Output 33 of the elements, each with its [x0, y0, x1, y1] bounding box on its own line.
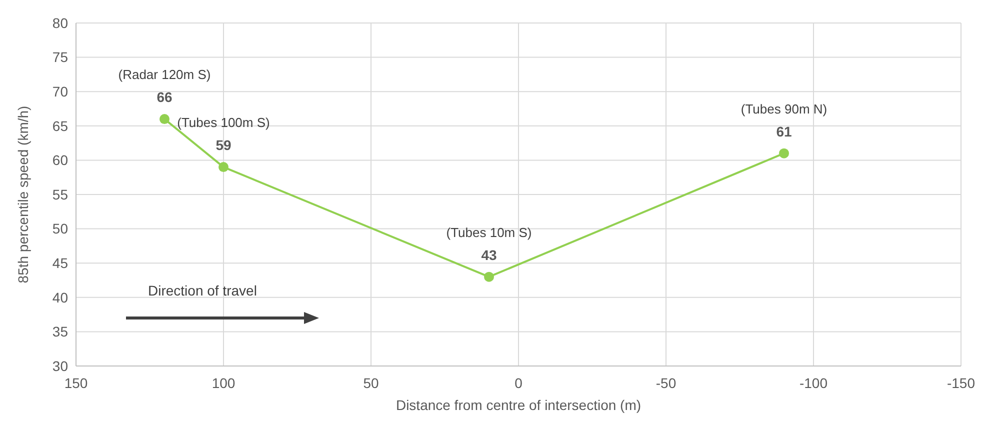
x-axis-title: Distance from centre of intersection (m)	[396, 397, 642, 413]
point	[779, 148, 789, 158]
annotation: Direction of travel	[148, 282, 257, 298]
y-tick-label: 70	[52, 84, 68, 100]
y-tick-label: 35	[52, 324, 68, 340]
y-axis-title: 85th percentile speed (km/h)	[15, 106, 31, 284]
y-tick-label: 40	[52, 289, 68, 306]
y-tick-label: 80	[52, 14, 68, 31]
y-tick-label: 30	[52, 358, 68, 374]
x-tick-label: -100	[799, 375, 828, 391]
data-label: 61	[776, 123, 792, 140]
x-tick-label: 100	[212, 375, 236, 391]
y-tick-label: 65	[52, 118, 68, 134]
y-tick-label: 45	[52, 255, 68, 271]
annotation: (Tubes 90m N)	[740, 101, 828, 116]
y-tick-label: 50	[52, 220, 68, 237]
x-tick-label: 150	[64, 375, 88, 391]
point	[160, 114, 170, 124]
y-tick-label: 55	[52, 186, 68, 202]
point	[484, 272, 494, 282]
y-tick-label: 60	[52, 152, 68, 168]
y-tick-label: 75	[52, 49, 68, 66]
data-label: 59	[216, 137, 232, 154]
x-tick-label: 50	[363, 375, 379, 391]
point	[218, 162, 228, 172]
x-tick-label: 0	[514, 375, 523, 391]
annotation: (Tubes 100m S)	[177, 115, 270, 130]
data-label: 66	[156, 89, 172, 106]
x-tick-label: -50	[656, 375, 676, 391]
data-label: 43	[481, 246, 497, 263]
x-tick-label: -150	[946, 375, 976, 391]
annotation: (Tubes 10m S)	[446, 224, 532, 240]
annotation: (Radar 120m S)	[118, 67, 211, 82]
